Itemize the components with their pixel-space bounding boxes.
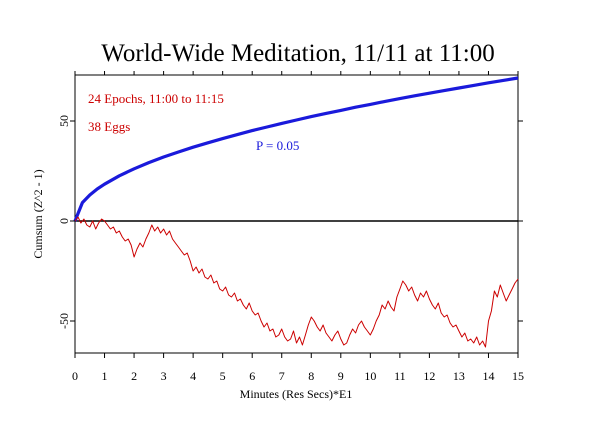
y-tick-label: 50: [57, 115, 71, 127]
x-tick-label: 5: [220, 369, 226, 383]
x-tick-label: 12: [423, 369, 435, 383]
x-tick-label: 10: [364, 369, 376, 383]
annotation-eggs: 38 Eggs: [88, 119, 130, 134]
plot-area: [73, 74, 519, 354]
y-axis: -50 0 50: [57, 115, 523, 329]
x-tick-label: 3: [161, 369, 167, 383]
x-tick-label: 4: [190, 369, 196, 383]
x-tick-label: 14: [482, 369, 494, 383]
plot-frame: [74, 74, 519, 354]
x-tick-label: 1: [102, 369, 108, 383]
x-axis: 0 1 2 3 4 5 6 7 8 9 10 11 12 13 14 15: [72, 71, 524, 383]
x-tick-label: 6: [249, 369, 255, 383]
x-tick-label: 8: [308, 369, 314, 383]
y-axis-title: Cumsum (Z^2 - 1): [31, 169, 45, 258]
x-tick-label: 2: [131, 369, 137, 383]
x-tick-label: 0: [72, 369, 78, 383]
x-axis-title: Minutes (Res Secs)*E1: [240, 387, 353, 401]
probability-curve: [73, 76, 519, 222]
x-tick-label: 9: [338, 369, 344, 383]
annotation-p-value: P = 0.05: [256, 138, 299, 153]
chart-title: World-Wide Meditation, 11/11 at 11:00: [101, 40, 494, 67]
y-tick-label: -50: [57, 313, 71, 329]
series-layer: [73, 76, 519, 348]
y-tick-label: 0: [57, 218, 71, 224]
x-tick-label: 13: [453, 369, 465, 383]
x-tick-label: 7: [279, 369, 285, 383]
annotation-epochs: 24 Epochs, 11:00 to 11:15: [88, 91, 224, 106]
x-tick-label: 15: [512, 369, 524, 383]
x-tick-label: 11: [394, 369, 406, 383]
cumsum-line: [74, 216, 519, 348]
